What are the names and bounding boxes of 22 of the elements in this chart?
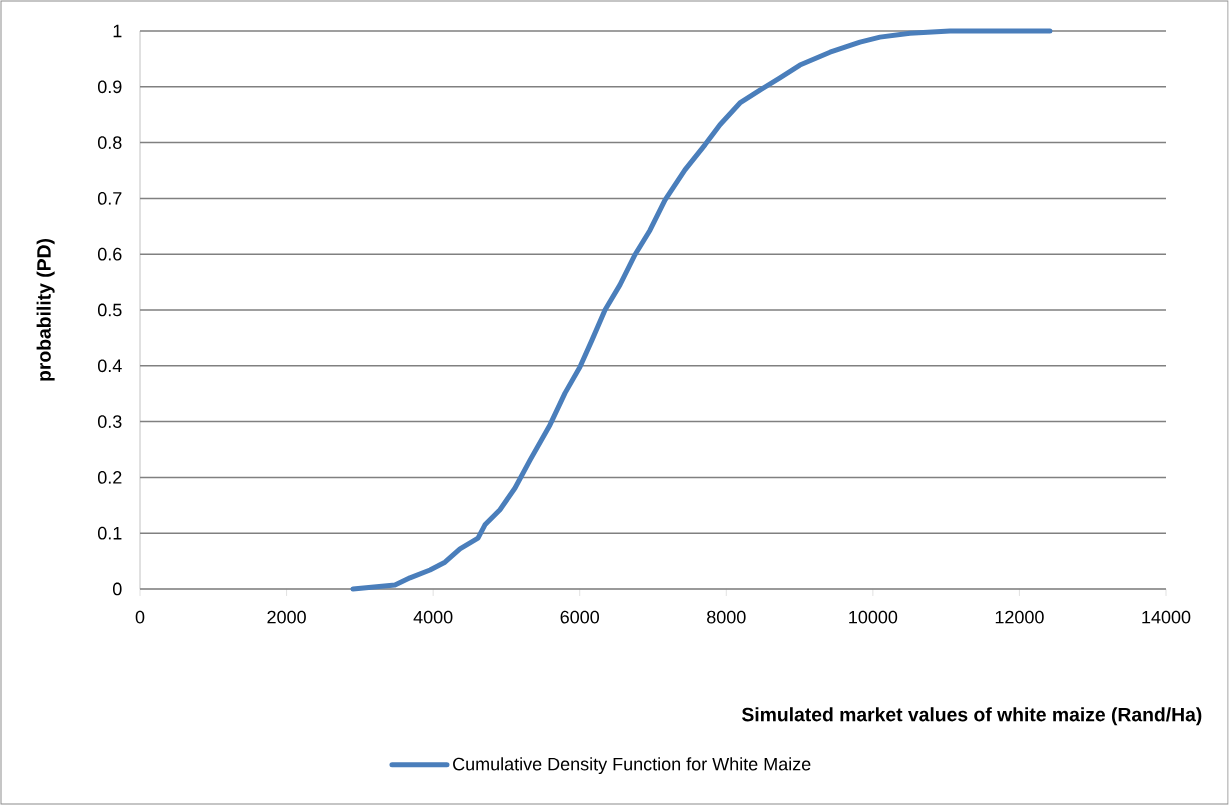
x-tick-label: 8000 [707,610,746,624]
y-tick-label: 0 [112,582,122,596]
y-axis-title: probability (PD) [36,238,55,381]
x-tick-label: 12000 [995,610,1044,624]
y-tick-label: 0.1 [97,526,122,540]
x-tick-label: 0 [135,610,145,624]
x-axis-title: Simulated market values of white maize (Rand/Ha) [741,707,1202,726]
y-tick-label: 0.3 [97,415,122,428]
y-tick-label: 0.7 [97,192,122,205]
x-tick-label: 4000 [413,610,453,624]
y-tick-label: 0.9 [97,80,122,94]
x-tick-label: 6000 [560,610,600,624]
y-tick-label: 0.5 [97,303,122,317]
legend-label: Cumulative Density Function for White Maize [453,757,811,775]
x-tick-label: 2000 [267,610,306,624]
y-tick-label: 0.8 [97,136,122,149]
x-tick-label: 10000 [849,610,898,624]
y-tick-label: 0.6 [97,247,122,261]
y-tick-label: 0.4 [97,359,122,373]
y-tick-label: 1 [113,24,122,38]
y-tick-label: 0.2 [97,471,122,484]
x-tick-label: 14000 [1142,610,1191,624]
